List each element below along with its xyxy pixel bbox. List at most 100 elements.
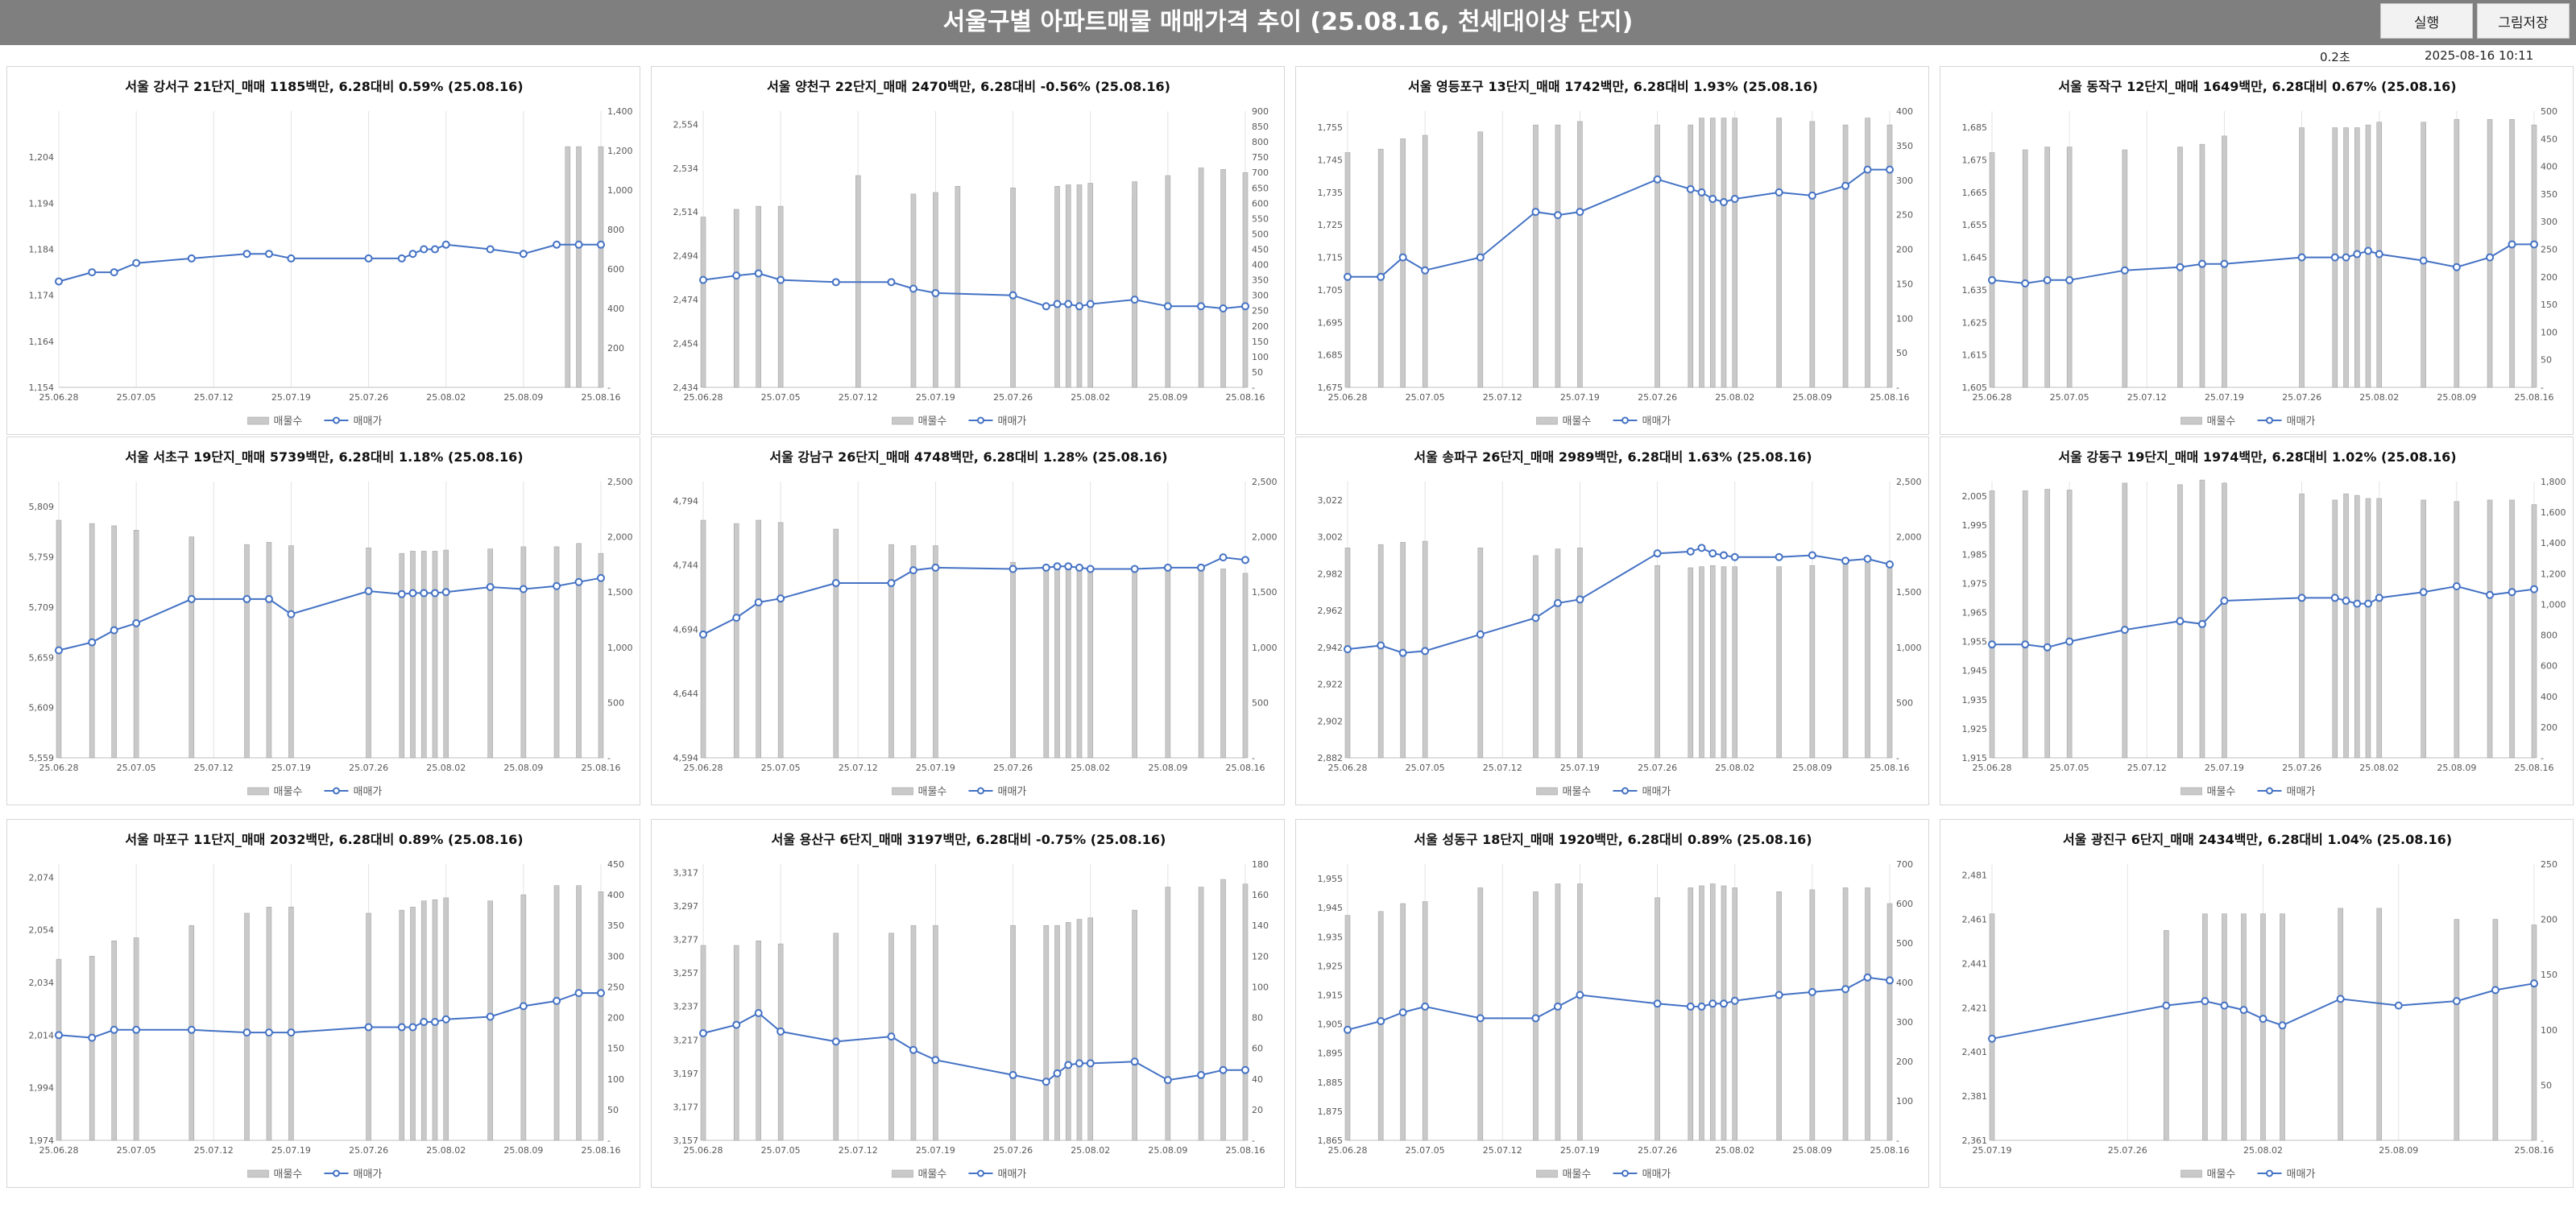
bar [266,542,272,759]
bar [2421,122,2426,388]
y-left-tick-label: 2,014 [29,1030,55,1040]
price-point [553,581,561,590]
price-point [2043,275,2052,284]
price-point [397,1023,406,1032]
price-point [1476,253,1485,262]
chart-panel: 서울 강남구 26단지_매매 4748백만, 6.28대비 1.28% (25.… [651,436,1285,805]
legend-line-marker [2266,416,2273,424]
y-left-tick-label: 1,705 [1318,285,1344,296]
price-point [2297,253,2306,262]
bar [1377,148,1384,388]
price-point [699,630,707,639]
price-point [2530,585,2538,594]
price-point [441,588,450,597]
x-tick-label: 25.07.26 [349,1145,388,1156]
chart-title: 서울 송파구 26단지_매매 2989백만, 6.28대비 1.63% (25.… [1414,449,1812,465]
price-point [1886,165,1894,174]
y-left-tick-label: 2,441 [1962,958,1988,969]
y-left-tick-label: 1,994 [29,1083,55,1094]
x-tick-label: 25.07.05 [761,1145,801,1156]
x-tick-label: 25.08.09 [2437,392,2476,403]
y-left-tick-label: 2,034 [29,978,55,988]
y-right-tick-label: 80 [1252,1013,1263,1024]
x-tick-label: 25.08.02 [1071,763,1110,773]
legend-bar-label: 매물수 [274,1169,303,1181]
bar [1721,118,1727,388]
bar [410,551,416,759]
price-point [1576,595,1584,604]
bar [888,544,894,759]
x-tick-label: 25.07.12 [2127,392,2167,403]
price-point [754,1009,763,1018]
x-tick-label: 25.06.28 [39,1145,79,1156]
price-point [754,269,763,278]
y-left-tick-label: 1,655 [1962,220,1988,230]
save-image-button[interactable]: 그림저장 [2477,3,2570,39]
y-right-tick-label: 160 [1252,890,1269,900]
price-point [574,577,583,586]
price-point [1086,565,1095,573]
x-tick-label: 25.07.12 [839,1145,878,1156]
price-point [2176,617,2185,626]
price-point [2259,1015,2267,1024]
y-right-tick-label: 800 [2541,631,2557,641]
bar [777,205,784,388]
y-right-tick-label: 2,000 [1896,532,1922,543]
price-point [1421,647,1430,656]
x-tick-label: 25.07.19 [1560,392,1600,403]
price-point [887,579,896,588]
x-tick-label: 25.07.19 [271,1145,311,1156]
y-right-tick-label: 350 [1896,141,1913,151]
x-tick-label: 25.08.02 [1715,392,1754,403]
bar [733,945,739,1141]
bar [833,933,839,1141]
price-point [597,573,605,582]
bar [1087,917,1094,1141]
bar [188,536,195,759]
price-point [1064,300,1073,308]
price-point [2278,1021,2287,1030]
y-right-tick-label: 1,800 [2541,477,2566,487]
y-left-tick-label: 2,494 [673,251,699,262]
price-point [1730,194,1739,203]
chart-svg: 서울 강서구 21단지_매매 1185백만, 6.28대비 0.59% (25.… [29,79,633,428]
bar [2066,490,2073,759]
y-right-tick-label: - [1252,753,1255,763]
y-left-tick-label: 2,922 [1318,680,1344,690]
price-point [732,271,741,280]
y-left-tick-label: 1,955 [1962,637,1988,647]
y-left-tick-label: 1,755 [1318,122,1344,133]
y-right-tick-label: 250 [607,982,624,992]
y-right-tick-label: 1,200 [607,146,633,156]
bar [288,907,294,1141]
y-left-tick-label: 1,955 [1318,874,1344,884]
y-right-tick-label: 450 [1252,245,1269,255]
price-point [1075,302,1083,311]
price-point [55,646,63,655]
bar [2199,479,2205,759]
chart-svg: 서울 동작구 12단지_매매 1649백만, 6.28대비 0.67% (25.… [1962,79,2558,428]
chart-title: 서울 서초구 19단지_매매 5739백만, 6.28대비 1.18% (25.… [125,449,523,465]
price-point [486,582,495,591]
y-left-tick-label: 3,297 [673,901,699,912]
x-tick-label: 25.08.02 [1715,1145,1754,1156]
x-tick-label: 25.08.09 [503,763,543,773]
price-point [1988,640,1996,649]
bar [2531,124,2537,388]
price-point [1576,208,1584,217]
bar [1709,883,1716,1141]
run-button[interactable]: 실행 [2380,3,2473,39]
legend-bar-label: 매물수 [918,1169,947,1181]
y-left-tick-label: 1,974 [29,1135,55,1146]
y-left-tick-label: 3,022 [1318,495,1344,506]
bar [1555,548,1561,759]
chart-svg: 서울 성동구 18단지_매매 1920백만, 6.28대비 0.89% (25.… [1318,832,1914,1181]
y-right-tick-label: 60 [1252,1044,1263,1054]
bar [111,940,117,1141]
x-tick-label: 25.08.16 [2515,763,2554,773]
chart-title: 서울 강남구 26단지_매매 4748백만, 6.28대비 1.28% (25.… [769,449,1167,465]
legend-line-label: 매매가 [354,416,383,428]
price-point [1344,1025,1352,1034]
y-left-tick-label: 1,625 [1962,317,1988,328]
legend-line-marker [977,1169,984,1177]
